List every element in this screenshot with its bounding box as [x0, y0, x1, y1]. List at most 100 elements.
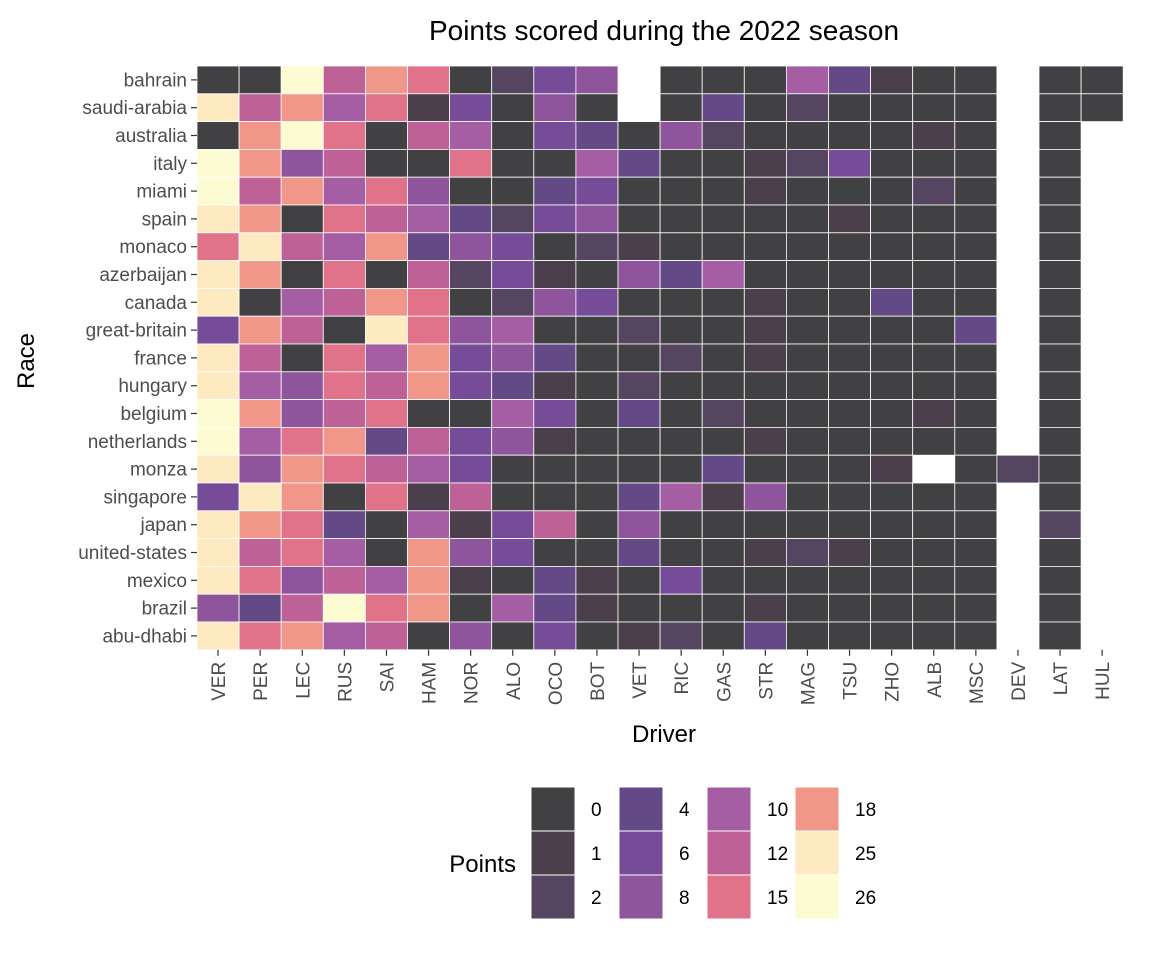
- y-tick-label-australia: australia: [115, 126, 187, 147]
- heatmap-cell-monza-LEC: [280, 454, 324, 484]
- heatmap-cell-mexico-SAI: [364, 566, 408, 595]
- heatmap-cell-hungary-ALO: [491, 371, 535, 400]
- heatmap-cell-azerbaijan-TSU: [828, 260, 871, 289]
- heatmap-cell-singapore-STR: [743, 482, 787, 512]
- heatmap-cell-bahrain-ALO: [491, 65, 535, 95]
- heatmap-cell-miami-MSC: [954, 176, 998, 206]
- heatmap-cell-bahrain-ZHO: [870, 65, 914, 95]
- heatmap-cell-miami-OCO: [533, 176, 577, 206]
- heatmap-cell-monza-RIC: [659, 454, 703, 484]
- heatmap-cell-hungary-GAS: [701, 371, 745, 400]
- y-axis-title: Race: [13, 333, 40, 389]
- heatmap-cell-netherlands-MAG: [786, 426, 829, 456]
- heatmap-cell-netherlands-VER: [196, 426, 240, 456]
- heatmap-cell-belgium-ZHO: [870, 399, 914, 428]
- heatmap-cell-france-OCO: [533, 343, 577, 373]
- heatmap-cell-australia-HAM: [407, 121, 450, 150]
- heatmap-cell-japan-ZHO: [870, 510, 914, 539]
- heatmap-cell-france-ALB: [912, 343, 956, 373]
- heatmap-cell-monza-LAT: [1038, 454, 1082, 484]
- heatmap-cell-abu-dhabi-RUS: [322, 621, 366, 651]
- heatmap-cell-mexico-ZHO: [870, 566, 914, 595]
- heatmap-cell-monaco-VER: [196, 232, 240, 262]
- heatmap-cell-bahrain-LEC: [280, 65, 324, 95]
- heatmap-cell-brazil-VET: [617, 593, 661, 623]
- heatmap-cell-abu-dhabi-VER: [196, 621, 240, 651]
- heatmap-cell-monaco-LEC: [280, 232, 324, 262]
- heatmap-cell-bahrain-NOR: [449, 65, 493, 95]
- heatmap-cell-united-states-PER: [238, 538, 282, 567]
- heatmap-cell-australia-ALB: [912, 121, 956, 150]
- heatmap-cell-japan-NOR: [449, 510, 493, 539]
- heatmap-cell-mexico-HAM: [407, 566, 450, 595]
- heatmap-cell-japan-MSC: [954, 510, 998, 539]
- heatmap-cell-netherlands-OCO: [533, 426, 577, 456]
- heatmap-cell-mexico-RIC: [659, 566, 703, 595]
- heatmap-cell-united-states-VET: [617, 538, 661, 567]
- heatmap-cell-spain-OCO: [533, 204, 577, 234]
- heatmap-cell-bahrain-RIC: [659, 65, 703, 95]
- heatmap-cell-monza-BOT: [575, 454, 619, 484]
- y-tick-label-hungary: hungary: [118, 376, 187, 397]
- x-tick-label-VET: VET: [630, 661, 651, 698]
- heatmap-cell-monaco-TSU: [828, 232, 871, 262]
- heatmap-cell-hungary-MAG: [786, 371, 829, 400]
- heatmap-cell-belgium-BOT: [575, 399, 619, 428]
- legend-title: Points: [449, 851, 516, 878]
- heatmap-cell-france-HAM: [407, 343, 450, 373]
- heatmap-cell-great-britain-LAT: [1038, 315, 1082, 345]
- heatmap-cell-miami-GAS: [701, 176, 745, 206]
- heatmap-cell-canada-BOT: [575, 287, 619, 317]
- x-tick-label-HUL: HUL: [1093, 662, 1114, 700]
- heatmap-cell-belgium-LAT: [1038, 399, 1082, 428]
- x-tick-label-MSC: MSC: [967, 662, 988, 704]
- heatmap-cell-monza-STR: [743, 454, 787, 484]
- heatmap-cell-great-britain-SAI: [364, 315, 408, 345]
- heatmap-cell-united-states-ZHO: [870, 538, 914, 567]
- heatmap-cell-brazil-NOR: [449, 593, 493, 623]
- heatmap-cell-saudi-arabia-RUS: [322, 93, 366, 123]
- heatmap-cell-abu-dhabi-GAS: [701, 621, 745, 651]
- heatmap-cell-japan-LEC: [280, 510, 324, 539]
- heatmap-cell-bahrain-STR: [743, 65, 787, 95]
- heatmap-cell-spain-ALO: [491, 204, 535, 234]
- heatmap-cell-australia-MAG: [786, 121, 829, 150]
- heatmap-cell-united-states-VER: [196, 538, 240, 567]
- heatmap-cell-azerbaijan-ALO: [491, 260, 535, 289]
- heatmap-cell-bahrain-RUS: [322, 65, 366, 95]
- heatmap-cell-monaco-LAT: [1038, 232, 1082, 262]
- heatmap-cell-canada-GAS: [701, 287, 745, 317]
- heatmap-cell-hungary-LEC: [280, 371, 324, 400]
- heatmap-cell-mexico-MAG: [786, 566, 829, 595]
- heatmap-cell-miami-BOT: [575, 176, 619, 206]
- heatmap-cell-great-britain-LEC: [280, 315, 324, 345]
- heatmap-cell-canada-TSU: [828, 287, 871, 317]
- heatmap-cell-hungary-SAI: [364, 371, 408, 400]
- heatmap-cell-hungary-BOT: [575, 371, 619, 400]
- heatmap-cell-abu-dhabi-ALO: [491, 621, 535, 651]
- heatmap-cell-great-britain-BOT: [575, 315, 619, 345]
- heatmap-cell-miami-ZHO: [870, 176, 914, 206]
- legend-key-26: [794, 874, 840, 920]
- heatmap-cell-miami-NOR: [449, 176, 493, 206]
- heatmap-cell-spain-MSC: [954, 204, 998, 234]
- heatmap-cell-france-NOR: [449, 343, 493, 373]
- heatmap-cell-monza-GAS: [701, 454, 745, 484]
- heatmap-cell-brazil-LEC: [280, 593, 324, 623]
- heatmap-cell-abu-dhabi-MAG: [786, 621, 829, 651]
- legend-key-10: [706, 786, 752, 832]
- heatmap-cell-monza-SAI: [364, 454, 408, 484]
- heatmap-cell-azerbaijan-NOR: [449, 260, 493, 289]
- heatmap-cell-australia-GAS: [701, 121, 745, 150]
- heatmap-cell-mexico-ALB: [912, 566, 956, 595]
- legend-label-18: 18: [855, 800, 876, 821]
- heatmap-cell-azerbaijan-RUS: [322, 260, 366, 289]
- heatmap-cell-abu-dhabi-LAT: [1038, 621, 1082, 651]
- heatmap-cell-belgium-HAM: [407, 399, 450, 428]
- heatmap-cell-spain-HAM: [407, 204, 450, 234]
- heatmap-cell-singapore-SAI: [364, 482, 408, 512]
- heatmap-cell-azerbaijan-RIC: [659, 260, 703, 289]
- legend-key-0: [530, 786, 576, 832]
- heatmap-cell-bahrain-TSU: [828, 65, 871, 95]
- heatmap-cell-singapore-LAT: [1038, 482, 1082, 512]
